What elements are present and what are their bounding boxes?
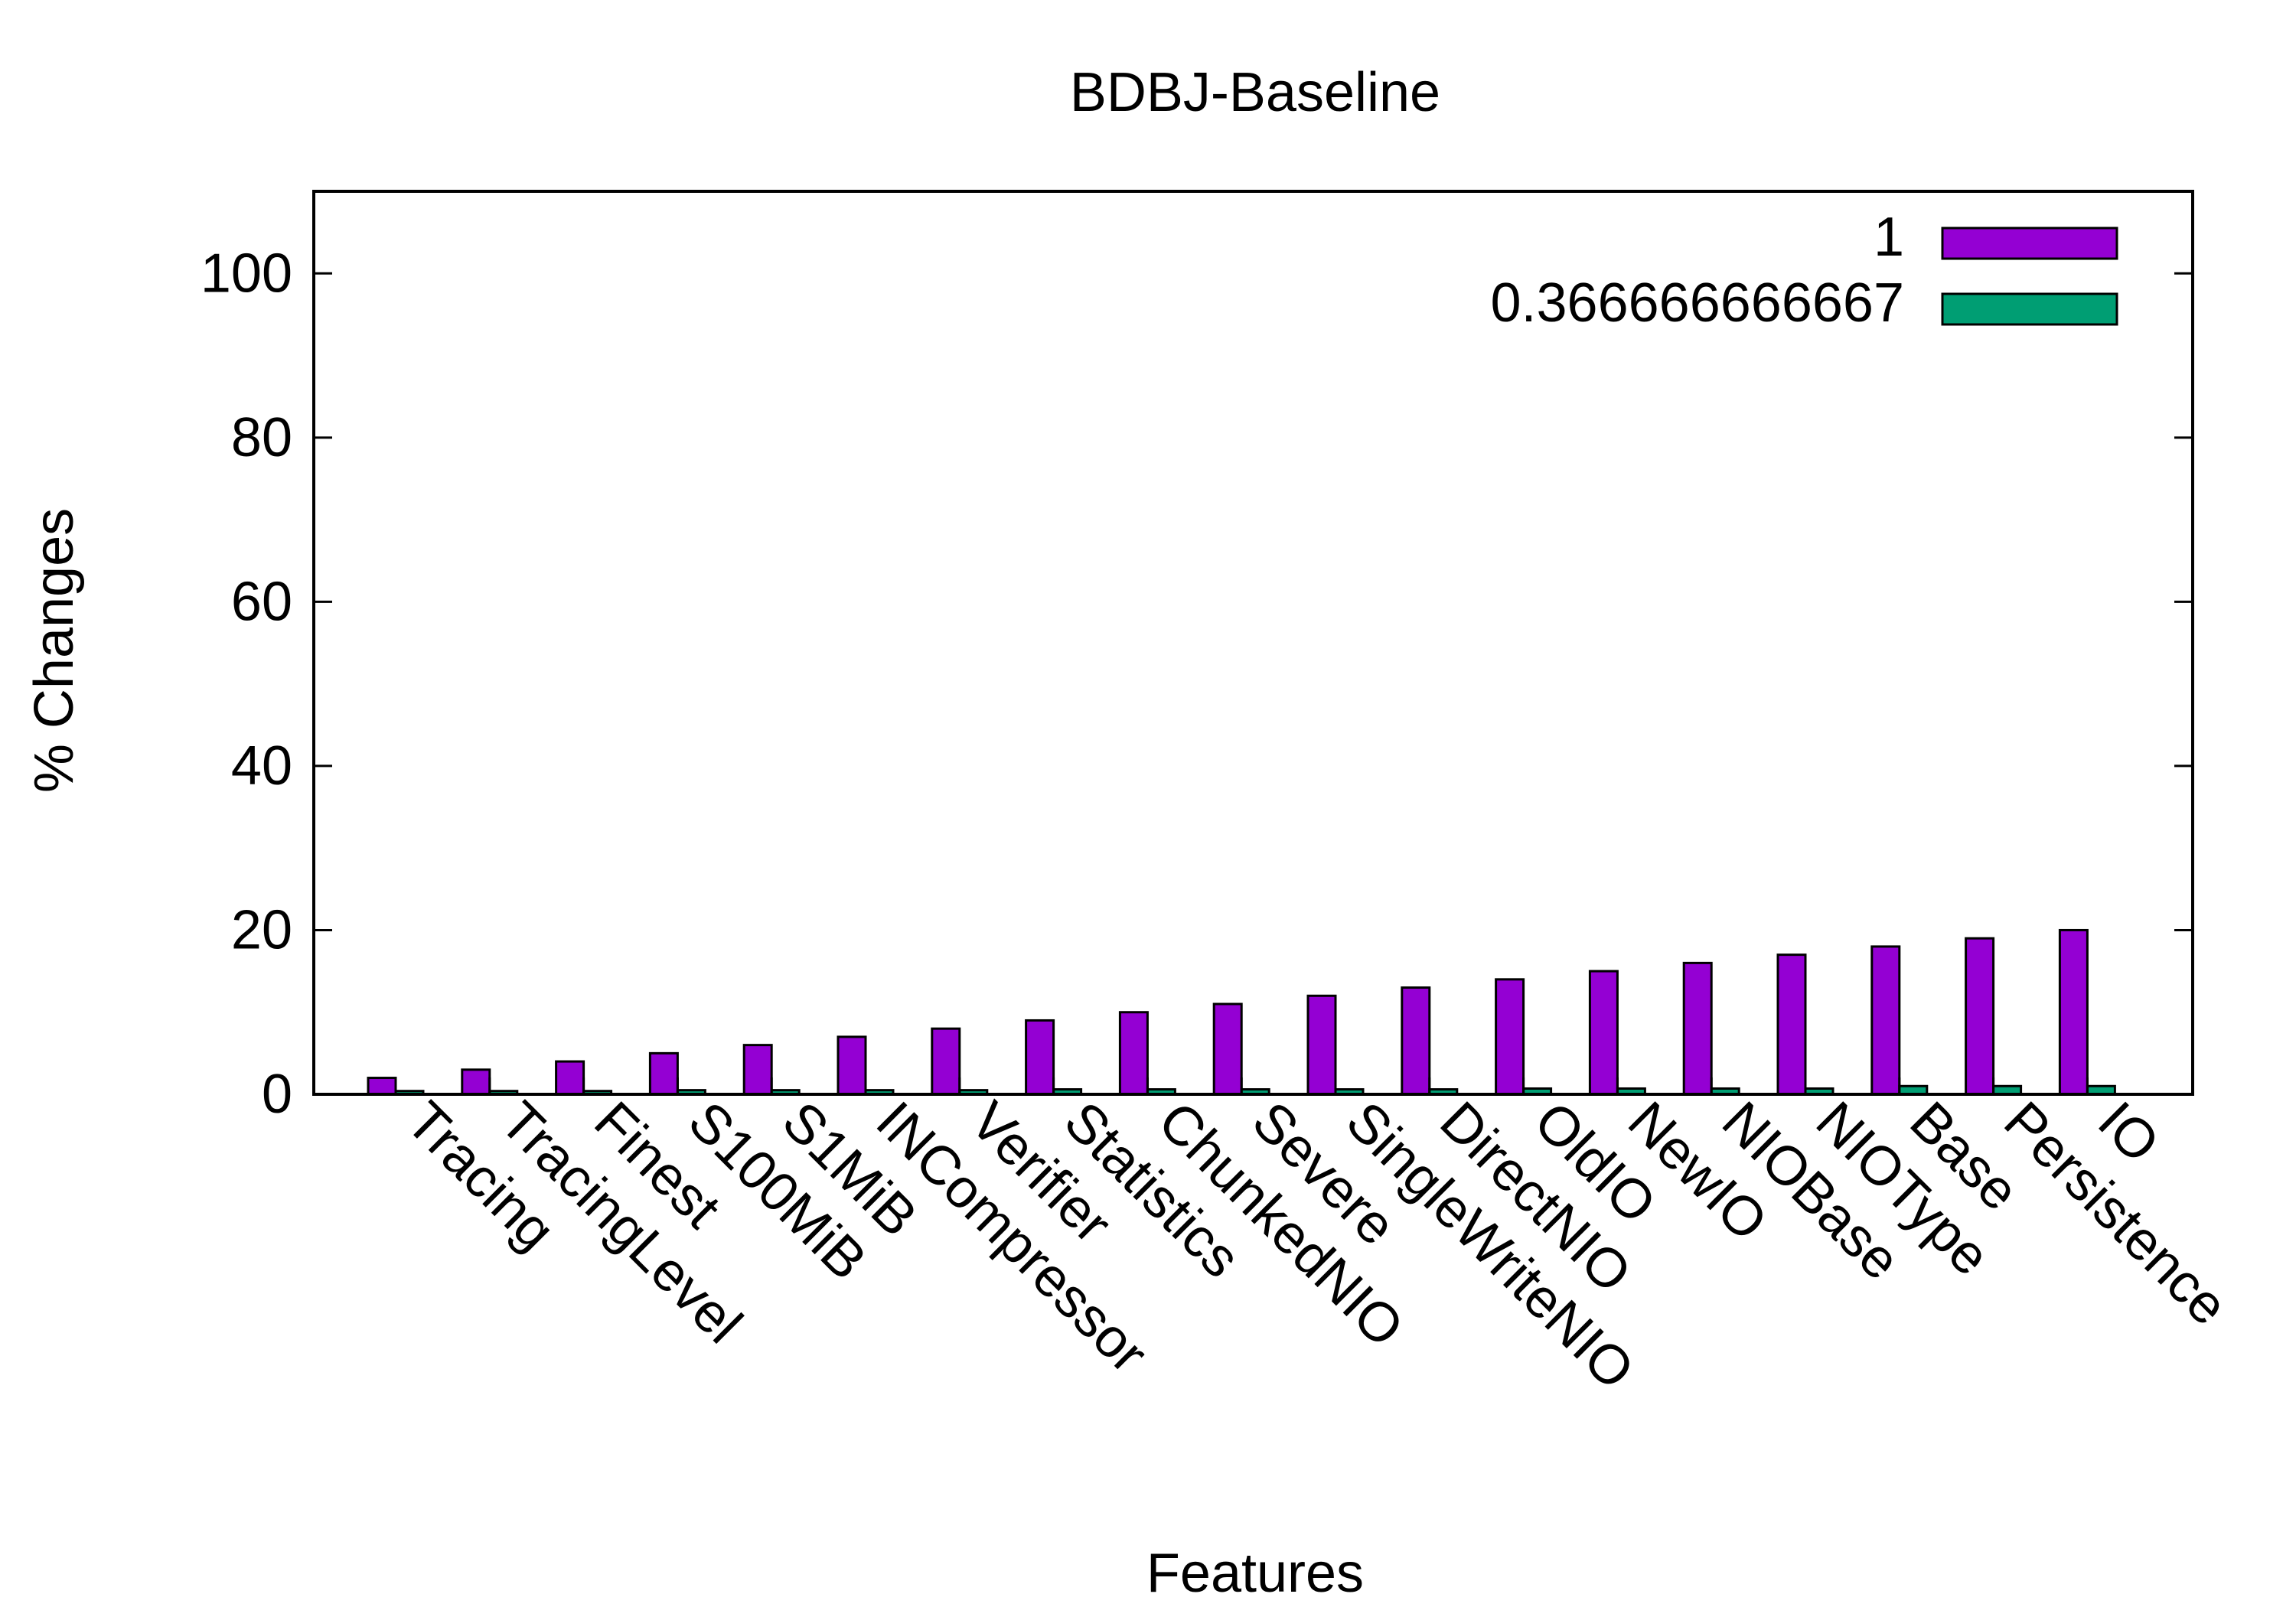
bar-series1 bbox=[1965, 937, 1995, 1096]
chart-title: BDBJ-Baseline bbox=[1070, 62, 1440, 123]
legend-label: 0.366666666667 bbox=[1490, 272, 1904, 334]
y-tick-label: 20 bbox=[231, 899, 292, 960]
y-tick-label: 60 bbox=[231, 571, 292, 632]
bar-series1 bbox=[1118, 1011, 1149, 1096]
bar-series1 bbox=[837, 1035, 867, 1096]
bar-series1 bbox=[648, 1051, 679, 1096]
bar-series1 bbox=[367, 1077, 397, 1096]
x-axis-label: Features bbox=[1146, 1543, 1364, 1604]
bar-series1 bbox=[1776, 953, 1807, 1096]
bar-series1 bbox=[1870, 945, 1901, 1096]
bar-series1 bbox=[555, 1060, 585, 1096]
plot-area: 020406080100TracingTracingLevelFinestS10… bbox=[201, 243, 2239, 1401]
bar-series1 bbox=[2058, 928, 2089, 1096]
bar-series1 bbox=[1306, 994, 1337, 1096]
legend-swatch bbox=[1941, 227, 2118, 260]
plot-frame bbox=[312, 190, 2194, 1096]
bar-series1 bbox=[461, 1068, 491, 1096]
legend-label: 1 bbox=[1874, 207, 1904, 268]
y-tick-label: 100 bbox=[201, 243, 292, 304]
bar-series1 bbox=[931, 1027, 961, 1096]
bar-series1 bbox=[1212, 1002, 1243, 1096]
y-tick-label: 0 bbox=[262, 1064, 292, 1125]
bar-series1 bbox=[1495, 978, 1525, 1096]
bar-series1 bbox=[1682, 961, 1713, 1096]
y-tick-label: 80 bbox=[231, 407, 292, 468]
bar-series1 bbox=[1401, 986, 1431, 1096]
legend: 10.366666666667 bbox=[1490, 207, 2118, 334]
bar-series1 bbox=[1588, 970, 1619, 1096]
y-tick-label: 40 bbox=[231, 735, 292, 797]
bar-series1 bbox=[1025, 1019, 1055, 1096]
legend-swatch bbox=[1941, 292, 2118, 326]
bar-series1 bbox=[742, 1044, 773, 1096]
y-axis-label: % Changes bbox=[24, 508, 85, 793]
